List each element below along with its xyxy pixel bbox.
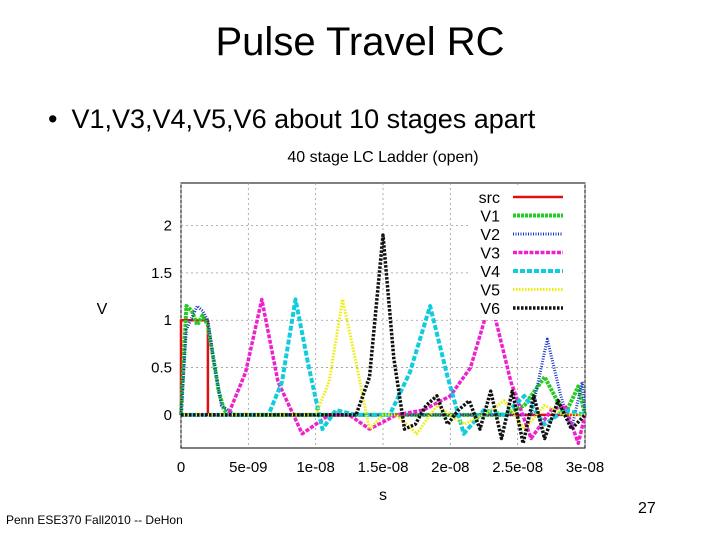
x-axis-label: s — [379, 487, 387, 504]
chart-title: 40 stage LC Ladder (open) — [287, 149, 478, 166]
legend-label: V1 — [480, 209, 500, 226]
y-tick-label: 2 — [164, 218, 172, 235]
bullet-text: V1,V3,V4,V5,V6 about 10 stages apart — [71, 104, 536, 134]
x-tick-label: 0 — [177, 459, 185, 476]
legend-label: V5 — [480, 283, 500, 300]
legend-label: src — [479, 190, 500, 207]
legend-label: V2 — [480, 227, 500, 244]
bullet-dot: • — [48, 104, 58, 134]
footer: Penn ESE370 Fall2010 -- DeHon — [6, 513, 183, 527]
y-tick-label: 1 — [164, 312, 172, 329]
x-tick-label: 2.5e-08 — [492, 459, 543, 476]
legend-label: V6 — [480, 301, 500, 318]
y-tick-label: 1.5 — [151, 265, 172, 282]
x-tick-label: 5e-09 — [229, 459, 267, 476]
y-tick-label: 0 — [164, 407, 172, 424]
slide-title: Pulse Travel RC — [215, 20, 505, 64]
legend-label: V4 — [480, 264, 500, 281]
series-line-v3 — [181, 297, 587, 446]
x-tick-label: 1.5e-08 — [358, 459, 409, 476]
series-line-v4 — [181, 297, 586, 436]
series-line-v6 — [181, 233, 587, 446]
page-number: 27 — [638, 500, 656, 517]
x-tick-label: 3e-08 — [566, 459, 604, 476]
x-tick-label: 2e-08 — [431, 459, 469, 476]
legend-label: V3 — [480, 246, 500, 263]
y-tick-label: 0.5 — [151, 360, 172, 377]
x-tick-label: 1e-08 — [296, 459, 334, 476]
y-axis-label: V — [97, 301, 108, 318]
bullet-point: • V1,V3,V4,V5,V6 about 10 stages apart — [48, 104, 535, 135]
